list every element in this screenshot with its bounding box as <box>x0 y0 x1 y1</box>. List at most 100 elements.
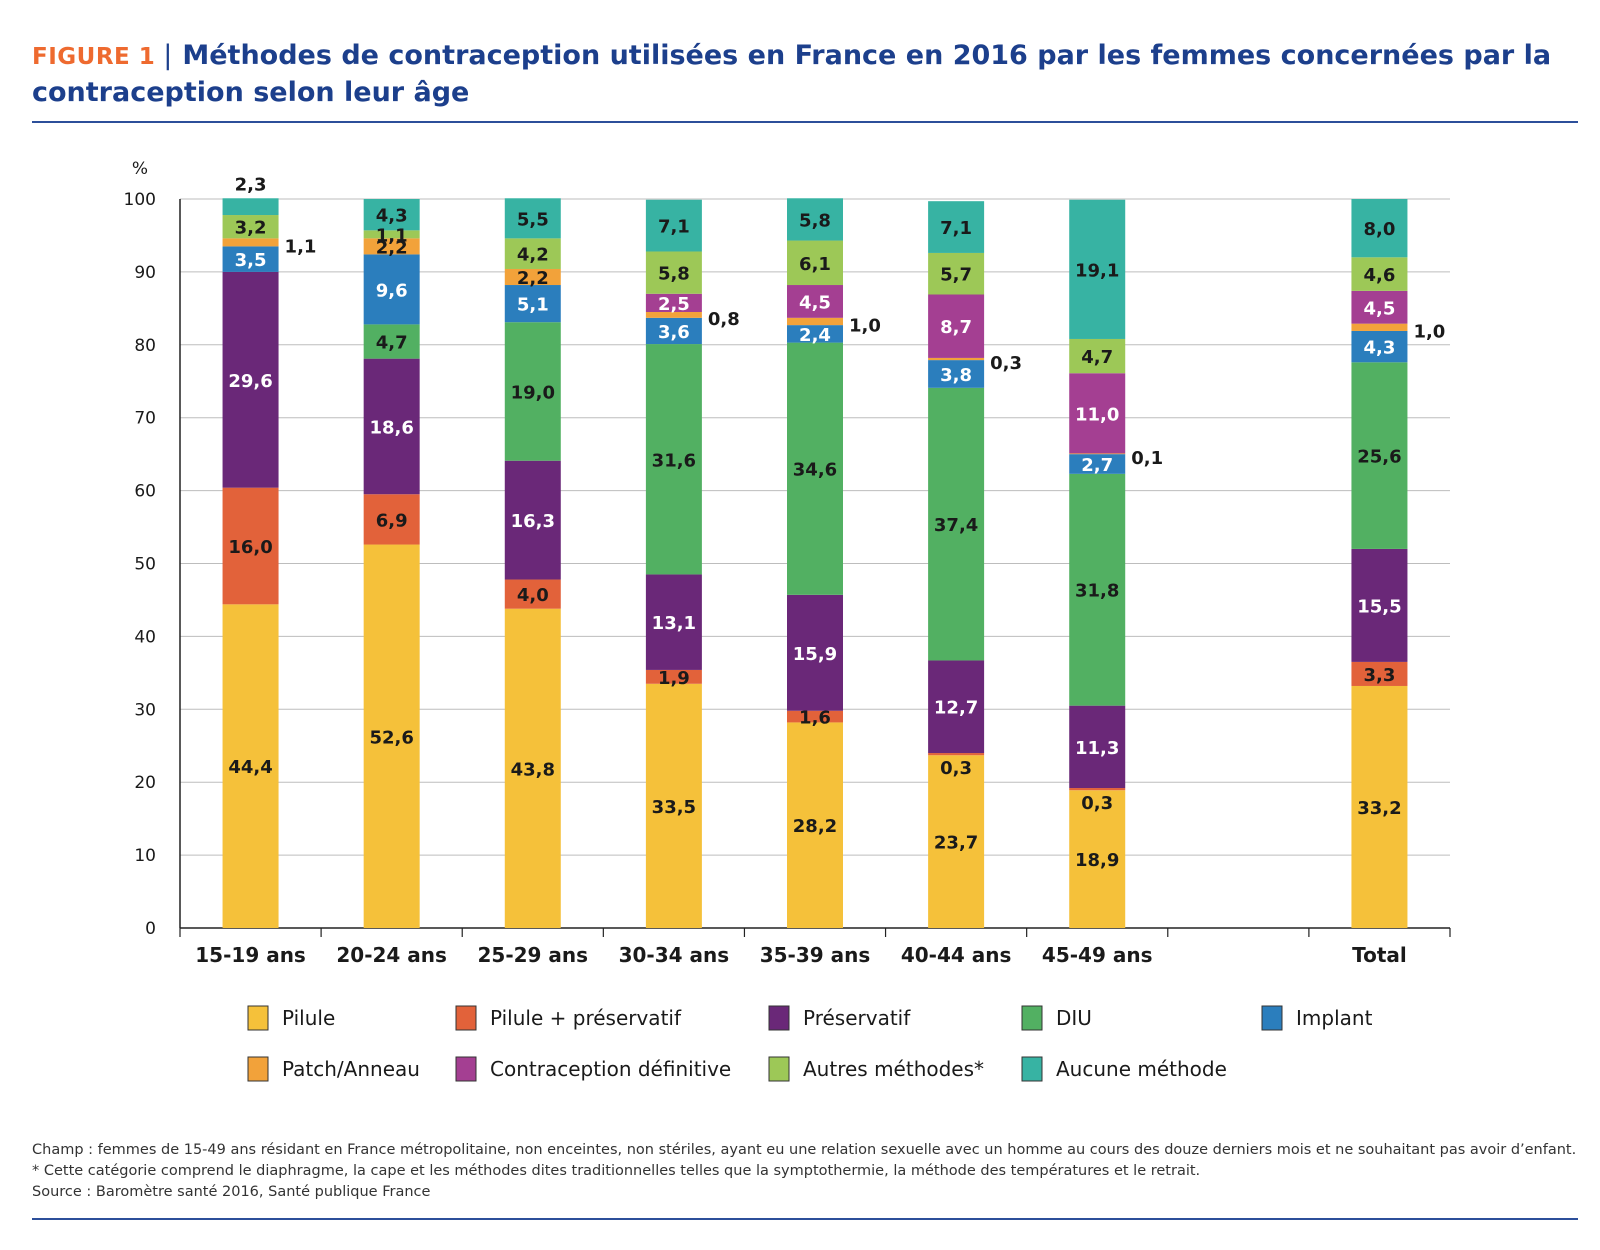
figure-title: FIGURE 1 | Méthodes de contraception utili… <box>32 38 1572 110</box>
data-label: 31,6 <box>652 450 696 471</box>
data-label: 25,6 <box>1357 447 1401 468</box>
bar-segment <box>1351 330 1408 363</box>
y-tick-label: 10 <box>134 846 156 866</box>
bar-segment <box>645 311 702 318</box>
bar-segment <box>1351 661 1408 686</box>
bar-segment <box>363 230 420 239</box>
bar-segment <box>645 669 702 684</box>
x-tick-label: 45-49 ans <box>1042 943 1153 967</box>
x-tick-label: 40-44 ans <box>901 943 1012 967</box>
data-label: 4,7 <box>1081 347 1113 368</box>
bar-segment <box>363 199 420 231</box>
bar-segment <box>928 360 985 388</box>
data-label: 1,0 <box>1413 321 1445 342</box>
bar-segment <box>1351 199 1408 258</box>
legend-swatch <box>1021 1056 1043 1082</box>
bar-segment <box>363 254 420 325</box>
bar-segment <box>222 271 279 488</box>
bar-segment <box>363 544 420 928</box>
bar-segment <box>787 594 843 711</box>
data-label: 2,4 <box>799 325 831 346</box>
bar-segment <box>645 683 702 928</box>
bar-segment <box>363 238 420 255</box>
data-label: 5,1 <box>517 295 549 316</box>
data-label: 1,1 <box>285 236 317 257</box>
x-tick-label: 30-34 ans <box>619 943 730 967</box>
data-label: 2,3 <box>235 174 267 195</box>
data-label: 19,0 <box>511 382 555 403</box>
legend-label: Autres méthodes* <box>803 1057 984 1081</box>
stacked-bar-chart: 0 10 20 30 40 50 60 70 80 90 100% 44,4 16,0 29,6 3,5 1,… <box>124 159 1451 1082</box>
figure-title-text: Méthodes de contraception utilisées en F… <box>32 40 1552 108</box>
data-label: 4,5 <box>799 292 831 313</box>
data-label: 5,7 <box>940 265 972 286</box>
bar-segment <box>787 710 843 723</box>
data-label: 8,0 <box>1363 219 1395 240</box>
legend-swatch <box>247 1056 269 1082</box>
data-label: 2,5 <box>658 294 690 315</box>
data-label: 34,6 <box>793 460 837 481</box>
title-separator: | <box>163 40 173 71</box>
data-label: 3,3 <box>1363 665 1395 686</box>
y-tick-label: 30 <box>134 700 156 720</box>
title-rule <box>32 121 1578 123</box>
data-label: 3,8 <box>940 365 972 386</box>
y-tick-label: 90 <box>134 263 156 283</box>
data-label: 18,6 <box>369 417 413 438</box>
bar-segment <box>928 755 985 928</box>
data-label: 4,7 <box>376 333 408 354</box>
bar-segment <box>1069 338 1126 374</box>
data-label: 6,9 <box>376 510 408 531</box>
legend-label: Pilule <box>282 1006 335 1030</box>
bar-segment <box>222 215 279 239</box>
bar-segment <box>928 660 985 754</box>
y-tick-label: 0 <box>145 919 156 939</box>
bar-segment <box>1069 473 1126 706</box>
bar-segment <box>928 753 985 756</box>
data-label: 31,8 <box>1075 581 1119 602</box>
figure-label: FIGURE 1 <box>32 44 156 70</box>
y-tick-label: 50 <box>134 555 156 575</box>
bar-segment <box>1351 685 1408 928</box>
data-label: 11,3 <box>1075 738 1119 759</box>
note-footnote: * Cette catégorie comprend le diaphragme… <box>32 1163 1201 1179</box>
data-label: 16,3 <box>511 511 555 532</box>
legend-label: DIU <box>1056 1006 1092 1030</box>
chart-notes: Champ : femmes de 15-49 ans résidant en … <box>32 1140 1578 1203</box>
bar-segment <box>645 344 702 575</box>
data-label: 33,5 <box>652 797 696 818</box>
bar-segment <box>1069 705 1126 789</box>
bar-segment <box>222 604 279 928</box>
bar-segment <box>645 574 702 670</box>
data-label: 28,2 <box>793 816 837 837</box>
legend-swatch <box>1261 1005 1283 1031</box>
data-label: 0,3 <box>990 353 1022 374</box>
legend-swatch <box>768 1005 790 1031</box>
bar-segment <box>645 199 702 252</box>
bar-segment <box>222 246 279 272</box>
legend-label: Contraception définitive <box>490 1057 731 1081</box>
legend-label: Implant <box>1296 1006 1373 1030</box>
data-label: 11,0 <box>1075 404 1119 425</box>
data-label: 7,1 <box>658 217 690 238</box>
data-label: 3,6 <box>658 322 690 343</box>
data-label: 0,3 <box>940 758 972 779</box>
data-label: 4,3 <box>376 206 408 227</box>
data-label: 1,6 <box>799 708 831 729</box>
bar-segment <box>1351 548 1408 662</box>
y-tick-label: 80 <box>134 336 156 356</box>
bar-segment <box>787 342 843 595</box>
y-axis-label: % <box>132 159 148 179</box>
y-tick-label: 60 <box>134 482 156 502</box>
bar-segment <box>787 240 843 286</box>
bar-segment <box>1069 373 1126 454</box>
legend-label: Aucune méthode <box>1056 1057 1227 1081</box>
bar-segment <box>645 293 702 312</box>
bar-segment <box>222 487 279 605</box>
bar-segment <box>1069 199 1126 339</box>
data-label: 4,5 <box>1363 298 1395 319</box>
bar-segment <box>222 198 279 216</box>
data-label: 0,1 <box>1131 448 1163 469</box>
bar-segment <box>928 252 985 295</box>
bar-segment <box>787 198 843 241</box>
